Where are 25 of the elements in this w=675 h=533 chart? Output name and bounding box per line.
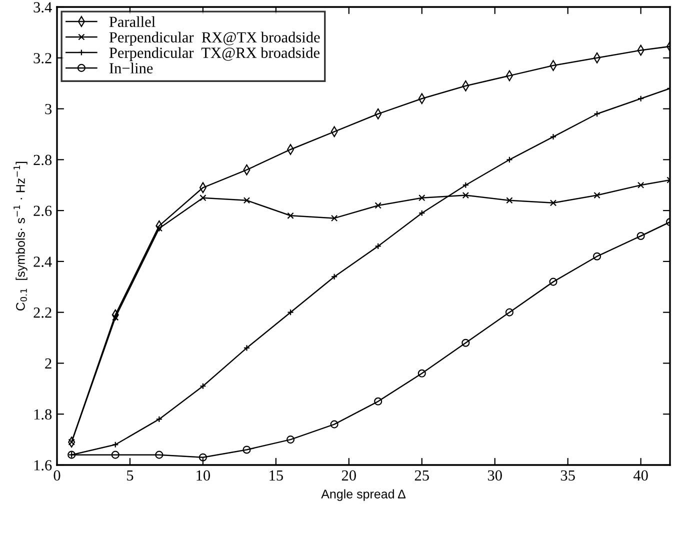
y-tick-label: 3.4 <box>34 2 52 13</box>
x-tick-label: 0 <box>54 470 60 481</box>
y-tick-label: 1.6 <box>34 460 52 471</box>
x-tick-label: 35 <box>560 470 575 481</box>
legend-label: Perpendicular RX@TX broadside <box>109 32 320 46</box>
y-tick-label: 2.8 <box>34 154 52 166</box>
y-tick-label: 1.8 <box>34 409 52 420</box>
x-tick-label: 20 <box>342 470 356 481</box>
y-tick-label: 2 <box>45 358 52 369</box>
x-tick-label: 40 <box>633 470 648 481</box>
legend-label: Perpendicular TX@RX broadside <box>109 47 320 62</box>
x-axis-title: Angle spread Δ <box>321 489 406 501</box>
y-axis-title: C$_{0.1}$ [symbols· s$^{−1}$ · Hz$^{−1}$] <box>14 162 28 310</box>
legend-label: In−line <box>109 62 153 74</box>
x-tick-label: 30 <box>488 470 502 481</box>
x-tick-label: 5 <box>127 470 134 481</box>
y-tick-label: 3.2 <box>34 53 52 64</box>
x-tick-label: 25 <box>414 470 429 481</box>
y-tick-label: 2.6 <box>34 206 52 216</box>
y-tick-label: 2.4 <box>34 256 52 267</box>
y-tick-label: 3 <box>45 104 52 114</box>
x-tick-label: 10 <box>196 470 210 481</box>
legend-label: Parallel <box>109 16 156 28</box>
y-tick-label: 2.2 <box>34 308 52 318</box>
x-tick-label: 15 <box>270 470 283 481</box>
